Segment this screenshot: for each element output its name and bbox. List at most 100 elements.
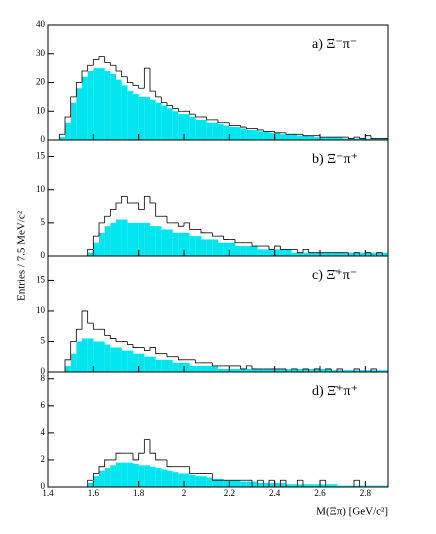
histogram-step [98,466,105,474]
histogram-bar [178,362,184,372]
histogram-bar [365,370,371,372]
histogram-step [166,353,173,358]
histogram-bar [314,368,320,372]
histogram-step [70,341,77,360]
histogram-bar [172,232,179,256]
histogram-bar [155,468,162,487]
histogram-bar [263,131,269,140]
histogram-step [177,356,184,361]
histogram-bar [376,370,383,372]
histogram-step [302,248,309,253]
histogram-step [279,479,286,487]
histogram-bar [263,249,269,256]
histogram-bar [172,362,179,372]
histogram-bar [82,338,88,372]
histogram-step [194,114,201,118]
panel-label: c) Ξ̄⁺π⁻ [312,268,357,283]
y-tick-label: 0 [41,134,46,144]
histogram-bar [110,465,116,487]
histogram-step [251,365,258,370]
histogram-bar [382,138,388,140]
histogram-bar [99,470,105,487]
histogram-bar [218,478,224,487]
histogram-bar [116,462,122,487]
histogram-bar [348,485,354,487]
y-tick-label: 10 [36,105,46,115]
histogram-bar [274,249,281,256]
histogram-step [353,479,360,487]
histogram-step [138,85,145,89]
histogram-bar [172,111,179,140]
histogram-step [98,56,105,60]
histogram-bar [70,102,77,140]
histogram-step [268,246,275,250]
histogram-bar [144,222,150,256]
histogram-bar [252,129,258,140]
histogram-step [64,116,71,135]
histogram-bar [93,476,99,487]
histogram-bar [291,252,298,256]
histogram-bar [337,370,343,372]
histogram-step [115,452,122,460]
histogram-bar [257,482,264,487]
histogram-step [319,135,326,138]
histogram-step [251,242,258,247]
histogram-step [138,452,145,460]
histogram-bar [155,359,162,372]
histogram-bar [337,137,343,140]
histogram-bar [240,246,247,256]
histogram-bar [308,368,315,372]
histogram-step [104,56,111,63]
y-tick-label: 8 [41,373,46,383]
x-axis-label: M(Ξπ) [GeV/c²] [316,506,388,518]
histogram-bar [161,469,167,487]
histogram-bar [354,138,360,140]
panel-label: d) Ξ̄⁺π⁺ [312,384,358,399]
histogram-bar [138,222,145,256]
histogram-bar [286,368,292,372]
y-tick-label: 0 [41,481,46,491]
histogram-bar [218,242,224,256]
histogram-bar [280,134,286,140]
histogram-bar [206,122,213,140]
y-tick-label: 10 [36,305,46,315]
histogram-step [291,368,298,372]
histogram-bar [155,102,162,140]
histogram-bar [371,485,377,487]
histogram-step [194,359,201,364]
histogram-bar [223,368,230,372]
histogram-bar [314,252,320,256]
histogram-step [104,459,111,467]
histogram-bar [371,138,377,140]
histogram-step [92,323,99,330]
histogram-bar [144,465,150,487]
histogram-step [189,466,196,474]
histogram-bar [246,481,252,487]
histogram-step [81,310,88,330]
panel-label: b) Ξ⁻π⁺ [312,152,358,167]
histogram-bar [116,347,122,372]
histogram-bar [246,368,252,372]
histogram-bar [150,356,156,372]
histogram-bar [252,368,258,372]
histogram-bar [138,465,145,487]
histogram-bar [331,370,337,372]
histogram-bar [201,365,207,372]
histogram-bar [110,222,116,256]
histogram-step [370,135,377,139]
histogram-step [172,105,179,109]
histogram-step [149,68,156,92]
histogram-bar [337,485,343,487]
histogram-step [126,76,133,83]
histogram-bar [286,249,292,256]
histogram-step [121,195,128,203]
histogram-step [115,338,122,342]
histogram-bar [133,222,139,256]
histogram-bar [127,222,133,256]
histogram-step [160,96,167,104]
x-tick-label: 1.8 [133,488,145,498]
histogram-step [189,111,196,115]
histogram-bar [229,127,235,140]
histogram-bar [218,368,224,372]
